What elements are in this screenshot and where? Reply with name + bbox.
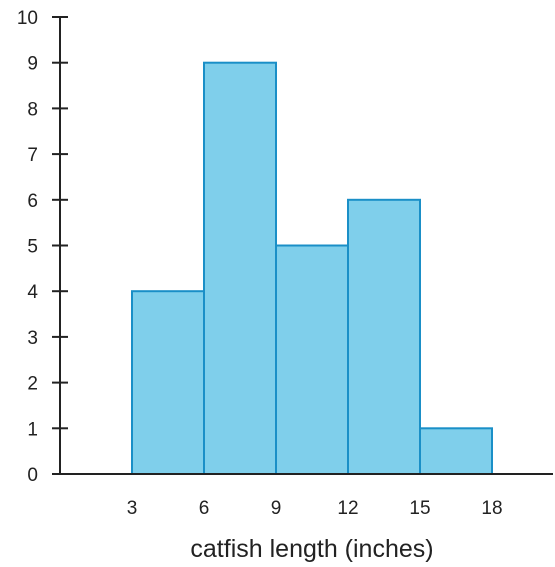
y-tick-label: 3 [27,328,38,349]
x-tick-label: 9 [271,498,282,519]
histogram-bar [275,244,349,475]
y-ticks-group: 0 1 2 3 4 5 6 7 8 9 10 [17,8,68,486]
x-tick-label: 18 [481,498,502,519]
histogram-bar [347,198,421,476]
y-tick-label: 10 [17,8,38,29]
x-tick-label: 15 [409,498,430,519]
y-tick-label: 8 [27,99,38,120]
y-tick-label: 5 [27,237,38,258]
histogram-bar [419,427,493,475]
y-tick-label: 4 [27,282,38,303]
y-tick-label: 2 [27,374,38,395]
y-tick-label: 9 [27,54,38,75]
y-tick-label: 1 [27,419,38,440]
x-ticks-group: 3 6 9 12 15 18 [127,498,503,519]
x-tick-label: 3 [127,498,138,519]
y-tick-label: 0 [27,465,38,486]
x-tick-label: 12 [337,498,358,519]
x-tick-label: 6 [199,498,210,519]
x-axis-label: catfish length (inches) [190,535,433,563]
bars-group [131,61,493,476]
y-tick-label: 6 [27,191,38,212]
histogram-bar [131,290,205,476]
histogram-bar [203,61,277,475]
y-tick-label: 7 [27,145,38,166]
